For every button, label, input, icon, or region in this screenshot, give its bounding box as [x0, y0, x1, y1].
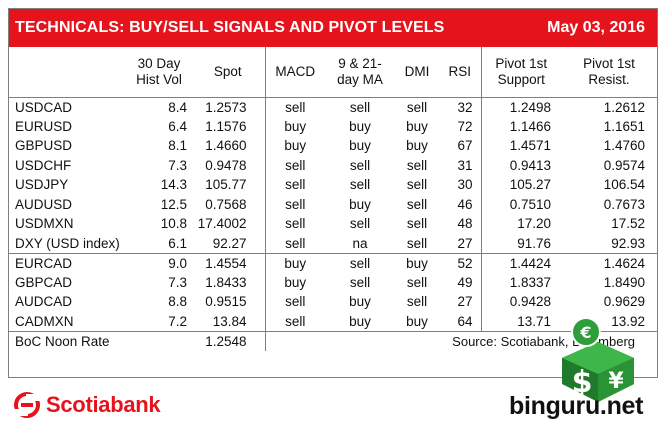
- header-ma: 9 & 21- day MA: [325, 47, 395, 98]
- header-hist-vol: 30 Day Hist Vol: [131, 47, 191, 98]
- table-row-gbpusd: GBPUSD 8.1 1.4660 buy buy buy 67 1.4571 …: [9, 136, 657, 156]
- scotiabank-s-icon: [14, 392, 40, 418]
- panel-title: TECHNICALS: BUY/SELL SIGNALS AND PIVOT L…: [15, 19, 445, 36]
- yen-glyph: ¥: [608, 369, 624, 394]
- header-symbol: [9, 47, 131, 98]
- table-row-cadmxn: CADMXN 7.2 13.84 sell buy buy 64 13.71 1…: [9, 311, 657, 331]
- currency-bag-icon: € $ ¥: [562, 317, 634, 402]
- scotiabank-wordmark: Scotiabank: [46, 392, 161, 417]
- signals-panel: TECHNICALS: BUY/SELL SIGNALS AND PIVOT L…: [8, 8, 658, 378]
- table-row-eurcad: EURCAD 9.0 1.4554 buy sell buy 52 1.4424…: [9, 252, 657, 273]
- header-pivot-support: Pivot 1st Support: [480, 47, 561, 98]
- table-row-audcad: AUDCAD 8.8 0.9515 sell buy sell 27 0.942…: [9, 292, 657, 312]
- table-row-usdjpy: USDJPY 14.3 105.77 sell sell sell 30 105…: [9, 175, 657, 195]
- table-row-audusd: AUDUSD 12.5 0.7568 sell buy sell 46 0.75…: [9, 194, 657, 214]
- header-dmi: DMI: [395, 47, 439, 98]
- header-macd: MACD: [264, 47, 325, 98]
- panel-date: May 03, 2016: [547, 19, 645, 36]
- dollar-glyph: $: [572, 365, 593, 400]
- table-footer-row: BoC Noon Rate 1.2548 Source: Scotiabank,…: [9, 330, 657, 351]
- boc-value: 1.2548: [191, 330, 265, 351]
- header-pivot-resist: Pivot 1st Resist.: [561, 47, 657, 98]
- header-rsi: RSI: [439, 47, 481, 98]
- header-spot: Spot: [191, 47, 265, 98]
- table-row-eurusd: EURUSD 6.4 1.1576 buy buy buy 72 1.1466 …: [9, 116, 657, 136]
- table-row-gbpcad: GBPCAD 7.3 1.8433 buy sell sell 49 1.833…: [9, 272, 657, 292]
- table-row-usdmxn: USDMXN 10.8 17.4002 sell sell sell 48 17…: [9, 214, 657, 234]
- site-watermark: binguru.net: [509, 392, 644, 420]
- panel-header: TECHNICALS: BUY/SELL SIGNALS AND PIVOT L…: [9, 9, 657, 47]
- table-header-row: 30 Day Hist Vol Spot MACD 9 & 21- day MA…: [9, 47, 657, 98]
- euro-glyph: €: [579, 323, 591, 342]
- table-row-usdchf: USDCHF 7.3 0.9478 sell sell sell 31 0.94…: [9, 155, 657, 175]
- scotiabank-logo: Scotiabank: [14, 392, 161, 418]
- table-row-dxy: DXY (USD index) 6.1 92.27 sell na sell 2…: [9, 233, 657, 253]
- table-row-usdcad: USDCAD 8.4 1.2573 sell sell sell 32 1.24…: [9, 97, 657, 117]
- boc-label: BoC Noon Rate: [9, 330, 131, 351]
- signals-table: 30 Day Hist Vol Spot MACD 9 & 21- day MA…: [9, 47, 657, 351]
